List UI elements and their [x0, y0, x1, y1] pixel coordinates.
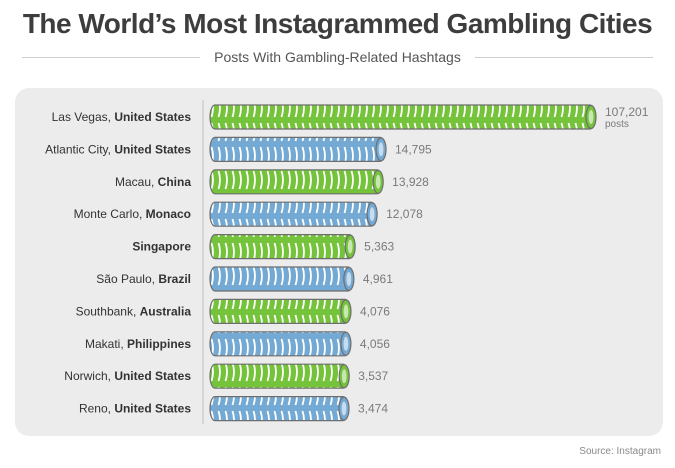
bar-label-city: Reno, [79, 402, 114, 416]
bar-label-city: Monte Carlo, [74, 207, 146, 221]
bar-label-city: Macau, [115, 175, 158, 189]
value-label: 3,474 [358, 402, 388, 416]
bar-label-country: Monaco [146, 207, 191, 221]
bar-label-city: Southbank, [76, 304, 140, 318]
bar-label-country: United States [114, 369, 191, 383]
bar-end-cap-inner [588, 110, 594, 124]
bar-end-cap-inner [375, 174, 381, 189]
bar-label-city: Makati, [85, 337, 127, 351]
bar [209, 331, 351, 357]
bar [209, 396, 349, 422]
subtitle-row: Posts With Gambling-Related Hashtags [22, 47, 654, 67]
value-label: 13,928 [392, 175, 429, 189]
bar-label-country: Australia [140, 304, 192, 318]
value-label: 4,076 [360, 304, 390, 318]
bar-end-cap-inner [343, 336, 349, 351]
bar-label: Atlantic City, United States [45, 142, 191, 156]
bar-label-city: Norwich, [64, 369, 114, 383]
bar-end-cap-inner [369, 207, 375, 222]
bar [209, 201, 377, 227]
value-label: 12,078 [386, 207, 423, 221]
bar-end-cap-inner [346, 272, 352, 286]
bar-end-cap-inner [341, 401, 347, 416]
bar-label: Norwich, United States [64, 369, 191, 383]
value-label: 4,961 [363, 272, 393, 286]
bar [209, 298, 351, 324]
bar-label: Southbank, Australia [76, 304, 192, 318]
bar-label: Las Vegas, United States [52, 110, 192, 124]
bar [209, 136, 386, 162]
value-label: 107,201 [605, 105, 649, 119]
bar-end-cap-inner [343, 304, 349, 319]
bar-label-country: United States [114, 402, 191, 416]
bar-label: Reno, United States [79, 402, 191, 416]
bar-label-city: Atlantic City, [45, 142, 114, 156]
value-unit-label: posts [605, 119, 629, 130]
value-label: 14,795 [395, 142, 432, 156]
subtitle-rule-right [474, 56, 654, 58]
bar-label-city: São Paulo, [96, 272, 158, 286]
source-note: Source: Instagram [579, 446, 661, 457]
bar-label-country: Philippines [127, 337, 191, 351]
bar-label-country: Brazil [158, 272, 191, 286]
bar-label-country: China [158, 175, 192, 189]
bar [209, 363, 349, 389]
bar [209, 169, 383, 195]
bar-label: Macau, China [115, 175, 191, 189]
bar-label-country: United States [114, 142, 191, 156]
bar-label-country: Singapore [132, 240, 191, 254]
bar-label: Monte Carlo, Monaco [74, 207, 191, 221]
bar-end-cap-inner [347, 239, 353, 254]
value-label: 3,537 [358, 369, 388, 383]
bar [209, 266, 354, 292]
bar-label: Singapore [132, 240, 191, 254]
bar [209, 104, 596, 130]
subtitle: Posts With Gambling-Related Hashtags [214, 49, 461, 65]
page-title: The World’s Most Instagrammed Gambling C… [22, 8, 653, 39]
subtitle-rule-left [22, 56, 201, 58]
value-label: 5,363 [364, 240, 394, 254]
bar-end-cap-inner [378, 142, 384, 157]
bar-end-cap-inner [341, 369, 347, 384]
bar-label-city: Las Vegas, [52, 110, 115, 124]
bar [209, 234, 355, 260]
value-label: 4,056 [360, 337, 390, 351]
bar-label-country: United States [114, 110, 191, 124]
bar-label: Makati, Philippines [85, 337, 191, 351]
bar-label: São Paulo, Brazil [96, 272, 191, 286]
